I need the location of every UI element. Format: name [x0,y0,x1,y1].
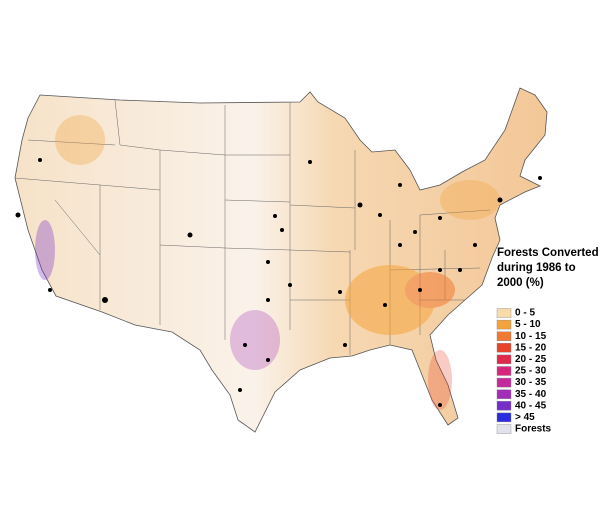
city-dots [15,158,542,407]
legend-title: Forests Converted [497,247,599,259]
legend-swatch [496,319,512,330]
legend-swatch [496,343,512,353]
legend-label: 25 - 30 [515,366,547,377]
legend-title: 2000 (%) [497,277,544,289]
legend-label: 0 - 5 [515,308,535,319]
legend-label: 35 - 40 [515,389,547,400]
legend-swatch [496,331,512,341]
legend-label: 20 - 25 [515,354,547,365]
us-map [14,87,548,433]
legend-label: 5 - 10 [515,319,541,330]
legend-label: Forests [515,424,552,435]
legend-label: 15 - 20 [515,342,547,353]
legend-label: 30 - 35 [515,377,547,388]
legend-swatch [496,354,512,365]
legend-title: during 1986 to [497,262,576,274]
legend-swatch [496,377,512,388]
legend-swatch [496,308,512,318]
legend-label: 10 - 15 [515,331,547,342]
legend-swatch [496,401,512,411]
legend-label: > 45 [515,412,535,423]
legend-swatch [496,412,512,423]
legend-swatch [496,389,512,399]
conversion-patches [35,115,500,410]
legend-label: 40 - 45 [515,400,547,411]
us-outline [14,87,548,433]
legend-swatch [496,366,512,376]
legend-swatch [496,424,512,434]
legend: Forests Converted during 1986 to 2000 (%) 0… [496,247,599,435]
